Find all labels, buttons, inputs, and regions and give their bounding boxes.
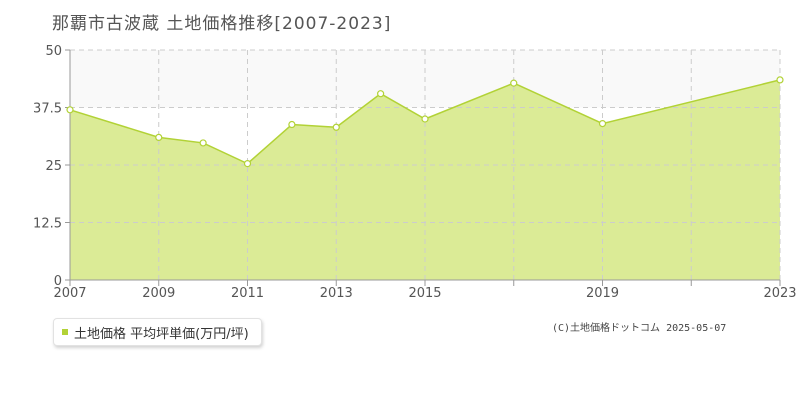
- x-tick-label: 2013: [320, 286, 353, 301]
- x-tick-label: 2007: [53, 286, 86, 301]
- chart-title: 那覇市古波蔵 土地価格推移[2007-2023]: [52, 14, 392, 34]
- data-point: [776, 76, 784, 84]
- x-tick-label: 2011: [231, 286, 264, 301]
- y-tick-label: 0: [54, 274, 62, 289]
- data-point: [155, 133, 163, 141]
- y-tick-label: 12.5: [33, 217, 62, 232]
- x-tick-label: 2015: [408, 286, 441, 301]
- legend-label: 土地価格 平均坪単価(万円/坪): [74, 326, 249, 342]
- y-tick-label: 37.5: [33, 102, 62, 117]
- data-point: [332, 123, 340, 131]
- data-point: [288, 120, 296, 129]
- data-point: [199, 139, 207, 147]
- y-tick-label: 50: [45, 44, 62, 59]
- data-point: [598, 119, 607, 128]
- data-point: [377, 90, 385, 98]
- data-point: [243, 160, 252, 168]
- x-tick-label: 2019: [586, 286, 619, 301]
- data-point: [421, 115, 429, 123]
- x-tick-label: 2009: [142, 286, 175, 301]
- data-point: [510, 79, 518, 87]
- x-tick-label: 2023: [763, 286, 796, 301]
- legend: 土地価格 平均坪単価(万円/坪): [53, 318, 262, 346]
- copyright-text: (C)土地価格ドットコム 2025-05-07: [552, 323, 727, 334]
- legend-swatch: [62, 329, 68, 335]
- data-point: [66, 106, 74, 114]
- y-tick-label: 25: [45, 159, 62, 174]
